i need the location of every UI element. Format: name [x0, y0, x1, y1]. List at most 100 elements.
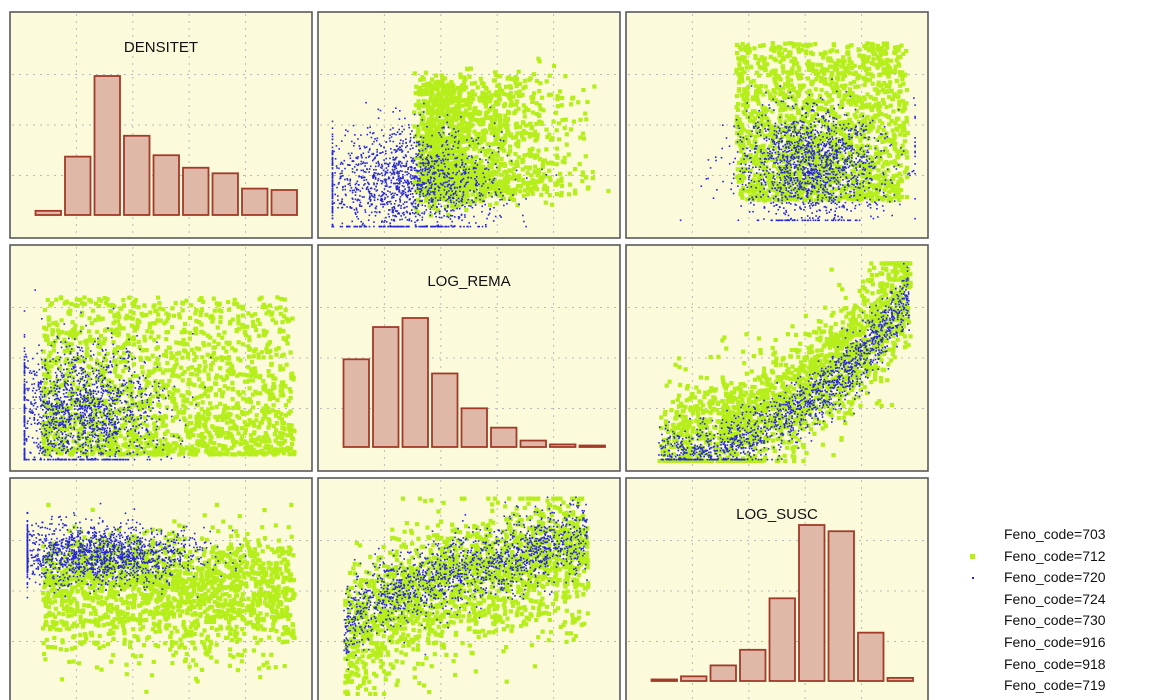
- point-720: [470, 177, 473, 179]
- point-720: [398, 133, 401, 135]
- point-720: [359, 225, 362, 228]
- point-712: [416, 128, 421, 133]
- point-712: [847, 157, 853, 162]
- point-712: [440, 151, 445, 156]
- point-712: [484, 111, 489, 116]
- point-720: [420, 183, 422, 186]
- point-712: [834, 161, 839, 166]
- point-712: [773, 90, 778, 95]
- point-712: [899, 194, 904, 199]
- point-720: [444, 181, 447, 184]
- point-712: [522, 78, 527, 83]
- point-720: [379, 152, 381, 154]
- point-712: [470, 163, 475, 168]
- point-720: [369, 126, 371, 128]
- point-712: [775, 150, 780, 155]
- point-712: [805, 175, 810, 180]
- point-712: [849, 141, 854, 147]
- point-712: [752, 125, 757, 130]
- point-712: [505, 76, 510, 81]
- point-712: [841, 71, 846, 77]
- point-720: [406, 182, 408, 184]
- point-720: [452, 193, 455, 196]
- point-720: [357, 188, 360, 191]
- point-712: [548, 178, 553, 183]
- point-712: [749, 132, 754, 138]
- point-712: [772, 130, 777, 135]
- point-712: [852, 167, 857, 172]
- point-712: [778, 108, 783, 113]
- point-712: [855, 99, 860, 104]
- point-712: [544, 189, 550, 194]
- point-712: [415, 188, 420, 193]
- point-720: [390, 218, 393, 221]
- point-720: [342, 163, 344, 165]
- point-712: [590, 170, 595, 175]
- point-720: [384, 225, 386, 228]
- point-712: [890, 118, 895, 124]
- point-712: [508, 84, 513, 89]
- point-720: [460, 180, 462, 182]
- point-712: [900, 151, 905, 156]
- panel-0-1: [317, 11, 621, 239]
- point-720: [446, 225, 448, 228]
- point-712: [442, 118, 447, 123]
- point-712: [837, 89, 842, 94]
- point-720: [401, 192, 404, 194]
- point-712: [415, 198, 420, 203]
- point-720: [482, 182, 485, 185]
- point-712: [418, 103, 423, 108]
- point-720: [331, 156, 334, 159]
- point-720: [436, 206, 438, 208]
- point-720: [458, 208, 461, 210]
- point-720: [381, 165, 384, 167]
- point-712: [890, 176, 895, 181]
- point-712: [442, 76, 448, 81]
- point-712: [505, 92, 510, 97]
- point-712: [521, 193, 526, 199]
- point-720: [415, 169, 418, 172]
- point-712: [490, 154, 495, 159]
- point-712: [482, 194, 487, 199]
- point-720: [331, 210, 334, 212]
- point-712: [783, 186, 788, 191]
- point-712: [581, 87, 586, 93]
- point-712: [517, 89, 522, 94]
- point-712: [894, 148, 899, 153]
- point-712: [447, 151, 452, 156]
- point-720: [424, 187, 427, 189]
- point-712: [735, 114, 740, 119]
- point-720: [494, 191, 497, 193]
- point-712: [875, 129, 880, 134]
- point-720: [446, 210, 448, 212]
- point-712: [536, 112, 541, 118]
- point-712: [875, 197, 880, 202]
- point-712: [459, 133, 464, 138]
- point-712: [467, 106, 472, 111]
- point-712: [516, 155, 521, 160]
- point-712: [443, 142, 448, 147]
- point-712: [489, 119, 494, 124]
- point-712: [430, 117, 435, 122]
- point-712: [865, 170, 870, 176]
- point-712: [459, 126, 465, 131]
- point-712: [896, 151, 901, 156]
- point-712: [467, 115, 472, 120]
- point-720: [412, 205, 415, 208]
- point-712: [463, 77, 468, 82]
- point-712: [431, 162, 436, 167]
- point-720: [458, 201, 460, 203]
- point-720: [397, 187, 399, 189]
- point-712: [878, 196, 883, 201]
- point-712: [426, 109, 432, 114]
- point-712: [822, 138, 827, 143]
- point-712: [554, 128, 559, 133]
- point-720: [340, 161, 343, 164]
- point-720: [455, 194, 458, 197]
- point-720: [482, 200, 484, 202]
- point-712: [777, 116, 782, 121]
- point-712: [801, 124, 807, 130]
- point-720: [356, 169, 358, 171]
- point-712: [734, 42, 739, 47]
- point-712: [852, 176, 857, 182]
